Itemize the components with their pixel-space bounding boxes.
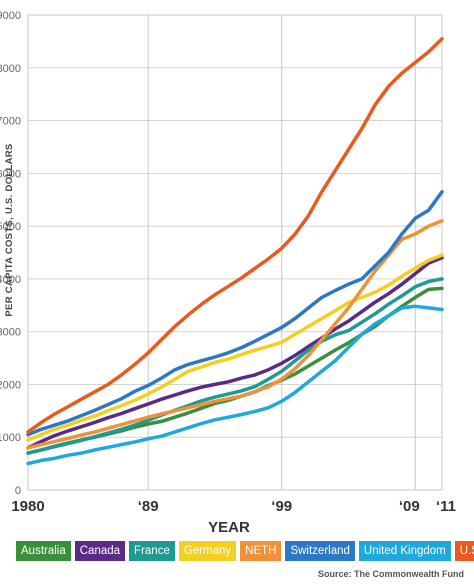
plot-frame: [27, 14, 443, 491]
series-line-germany: [26, 253, 444, 442]
x-tick-label: ‘99: [271, 498, 292, 515]
y-tick-label: 7000: [0, 116, 21, 128]
legend-item-france: France: [129, 541, 175, 561]
series-layer: [26, 37, 444, 466]
legend-item-germany: Germany: [178, 541, 237, 561]
y-tick-labels: 0 1000 2000 3000 4000 5000 6000 7000 8000 9000: [0, 10, 21, 497]
legend-item-canada: Canada: [74, 541, 126, 561]
y-tick-label: 6000: [0, 168, 21, 180]
legend-item-neth: NETH: [240, 541, 282, 561]
y-tick-label: 0: [15, 485, 21, 497]
source-note: Source: The Commonwealth Fund: [317, 569, 464, 579]
legend-item-u-s-: U.S.: [454, 541, 474, 561]
x-axis-label: YEAR: [208, 519, 250, 536]
x-tick-label: ‘09: [399, 498, 420, 515]
x-tick-label: ‘11: [436, 498, 456, 515]
y-tick-label: 8000: [0, 63, 21, 75]
y-tick-label: 4000: [0, 274, 21, 286]
y-tick-label: 9000: [0, 10, 21, 22]
y-tick-label: 5000: [0, 221, 21, 233]
series-line-u-s-: [26, 37, 444, 434]
y-tick-label: 3000: [0, 327, 21, 339]
x-tick-label: 1980: [11, 498, 44, 515]
series-line-canada: [26, 256, 444, 450]
y-tick-label: 1000: [0, 432, 21, 444]
series-line-united-kingdom: [26, 304, 444, 466]
grid: [27, 14, 443, 491]
series-line-neth: [26, 219, 444, 450]
legend-item-united-kingdom: United Kingdom: [358, 541, 451, 561]
series-line-australia: [26, 286, 444, 455]
series-line-france: [26, 277, 444, 455]
x-tick-labels: 1980 ‘89 ‘99 ‘09 ‘11: [11, 498, 456, 515]
line-chart: 0 1000 2000 3000 4000 5000 6000 7000 8000 9000 19…: [0, 10, 456, 536]
y-tick-label: 2000: [0, 379, 21, 391]
x-tick-label: ‘89: [138, 498, 159, 515]
y-axis-label: PER CAPITA COSTS, U.S. DOLLARS: [4, 143, 15, 316]
legend-item-australia: Australia: [16, 541, 71, 561]
legend: Australia Canada France Germany NETH Switzerl…: [16, 541, 474, 561]
legend-item-switzerland: Switzerland: [285, 541, 355, 561]
series-line-switzerland: [26, 190, 444, 437]
